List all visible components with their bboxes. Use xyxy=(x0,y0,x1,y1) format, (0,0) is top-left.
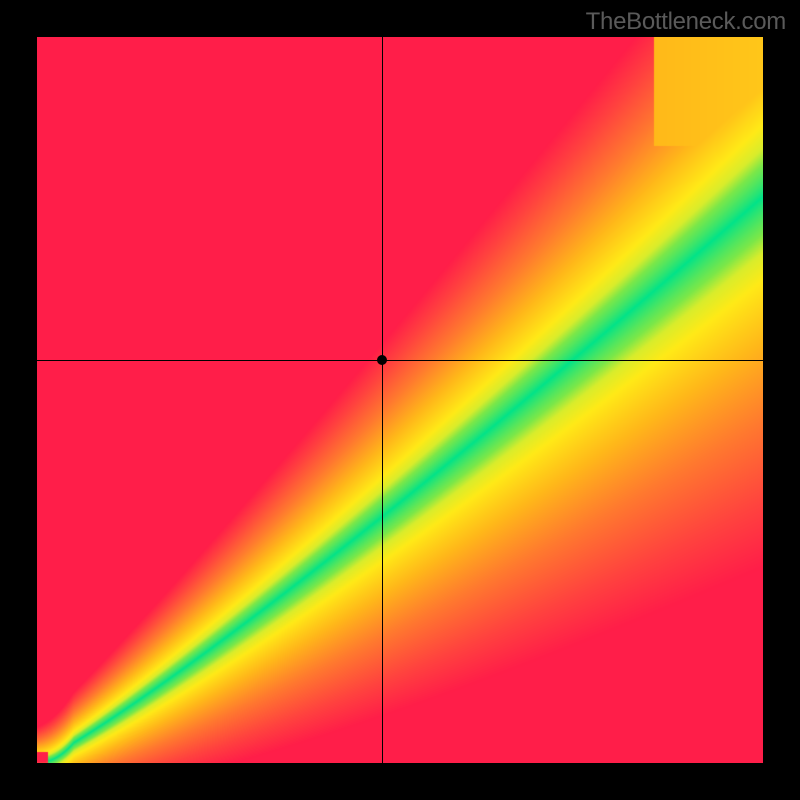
crosshair-horizontal xyxy=(37,360,763,361)
crosshair-vertical xyxy=(382,37,383,763)
heatmap-canvas xyxy=(37,37,763,763)
chart-container: TheBottleneck.com xyxy=(0,0,800,800)
watermark-text: TheBottleneck.com xyxy=(586,8,786,36)
data-point-marker xyxy=(377,355,387,365)
plot-area xyxy=(37,37,763,763)
